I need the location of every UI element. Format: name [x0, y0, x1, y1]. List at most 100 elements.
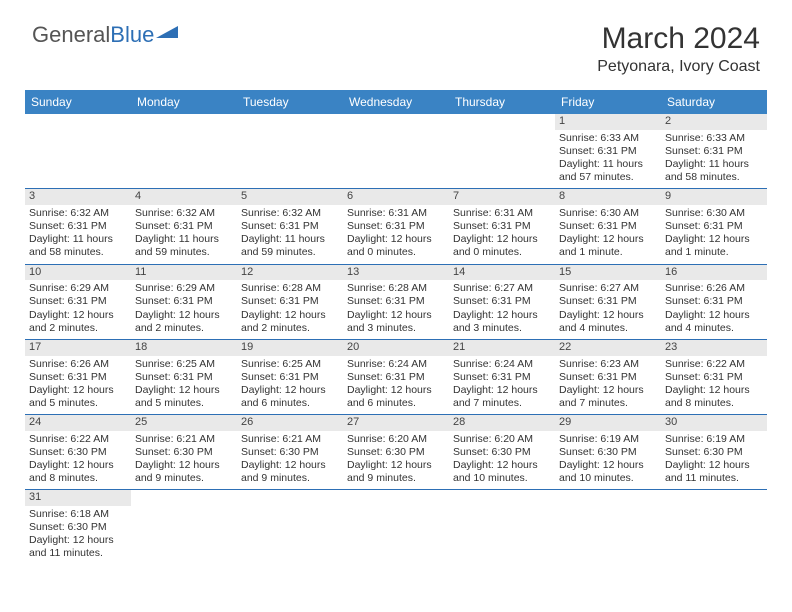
calendar-cell: 3Sunrise: 6:32 AMSunset: 6:31 PMDaylight… [25, 189, 131, 263]
calendar-cell: . [661, 490, 767, 564]
day-number: 10 [25, 265, 131, 281]
day-number: 7 [449, 189, 555, 205]
day-number: 19 [237, 340, 343, 356]
sunset-text: Sunset: 6:31 PM [241, 371, 339, 384]
title-block: March 2024 Petyonara, Ivory Coast [597, 22, 760, 76]
day-number: 21 [449, 340, 555, 356]
cell-body: Sunrise: 6:22 AMSunset: 6:30 PMDaylight:… [25, 431, 131, 490]
cell-body: Sunrise: 6:19 AMSunset: 6:30 PMDaylight:… [555, 431, 661, 490]
calendar-cell: 30Sunrise: 6:19 AMSunset: 6:30 PMDayligh… [661, 415, 767, 489]
day-number: 3 [25, 189, 131, 205]
sunset-text: Sunset: 6:31 PM [665, 371, 763, 384]
sunrise-text: Sunrise: 6:19 AM [559, 433, 657, 446]
sunset-text: Sunset: 6:31 PM [135, 371, 233, 384]
week-row: .....1Sunrise: 6:33 AMSunset: 6:31 PMDay… [25, 114, 767, 189]
cell-body: Sunrise: 6:28 AMSunset: 6:31 PMDaylight:… [343, 280, 449, 339]
cell-body: Sunrise: 6:33 AMSunset: 6:31 PMDaylight:… [555, 130, 661, 189]
calendar-cell: 1Sunrise: 6:33 AMSunset: 6:31 PMDaylight… [555, 114, 661, 188]
day-number: 15 [555, 265, 661, 281]
sunset-text: Sunset: 6:31 PM [559, 145, 657, 158]
sunrise-text: Sunrise: 6:28 AM [347, 282, 445, 295]
day-headers-row: SundayMondayTuesdayWednesdayThursdayFrid… [25, 90, 767, 114]
calendar-cell: 17Sunrise: 6:26 AMSunset: 6:31 PMDayligh… [25, 340, 131, 414]
logo-text-1: General [32, 22, 110, 48]
cell-body: Sunrise: 6:20 AMSunset: 6:30 PMDaylight:… [343, 431, 449, 490]
sunrise-text: Sunrise: 6:24 AM [347, 358, 445, 371]
day-number: 28 [449, 415, 555, 431]
cell-body: Sunrise: 6:21 AMSunset: 6:30 PMDaylight:… [131, 431, 237, 490]
cell-body: Sunrise: 6:27 AMSunset: 6:31 PMDaylight:… [449, 280, 555, 339]
calendar-cell: 27Sunrise: 6:20 AMSunset: 6:30 PMDayligh… [343, 415, 449, 489]
day-number: 11 [131, 265, 237, 281]
day-header: Thursday [449, 90, 555, 114]
day-number: 4 [131, 189, 237, 205]
sunrise-text: Sunrise: 6:27 AM [559, 282, 657, 295]
sunrise-text: Sunrise: 6:26 AM [29, 358, 127, 371]
calendar-cell: 7Sunrise: 6:31 AMSunset: 6:31 PMDaylight… [449, 189, 555, 263]
sunset-text: Sunset: 6:31 PM [559, 295, 657, 308]
day-header: Friday [555, 90, 661, 114]
cell-body: Sunrise: 6:32 AMSunset: 6:31 PMDaylight:… [25, 205, 131, 264]
sunrise-text: Sunrise: 6:22 AM [665, 358, 763, 371]
sunrise-text: Sunrise: 6:29 AM [29, 282, 127, 295]
calendar-cell: 9Sunrise: 6:30 AMSunset: 6:31 PMDaylight… [661, 189, 767, 263]
sunrise-text: Sunrise: 6:21 AM [241, 433, 339, 446]
page-header: GeneralBlue March 2024 Petyonara, Ivory … [0, 0, 792, 86]
daylight-text: Daylight: 12 hours and 9 minutes. [135, 459, 233, 485]
cell-body: Sunrise: 6:31 AMSunset: 6:31 PMDaylight:… [343, 205, 449, 264]
sunset-text: Sunset: 6:31 PM [135, 220, 233, 233]
calendar-cell: 12Sunrise: 6:28 AMSunset: 6:31 PMDayligh… [237, 265, 343, 339]
day-number: 17 [25, 340, 131, 356]
daylight-text: Daylight: 11 hours and 59 minutes. [135, 233, 233, 259]
day-number: 6 [343, 189, 449, 205]
day-number: 5 [237, 189, 343, 205]
sunrise-text: Sunrise: 6:20 AM [347, 433, 445, 446]
cell-body: Sunrise: 6:25 AMSunset: 6:31 PMDaylight:… [131, 356, 237, 415]
sunrise-text: Sunrise: 6:25 AM [135, 358, 233, 371]
sunrise-text: Sunrise: 6:19 AM [665, 433, 763, 446]
cell-body: Sunrise: 6:21 AMSunset: 6:30 PMDaylight:… [237, 431, 343, 490]
calendar-cell: 29Sunrise: 6:19 AMSunset: 6:30 PMDayligh… [555, 415, 661, 489]
cell-body: Sunrise: 6:25 AMSunset: 6:31 PMDaylight:… [237, 356, 343, 415]
day-header: Sunday [25, 90, 131, 114]
sunrise-text: Sunrise: 6:21 AM [135, 433, 233, 446]
daylight-text: Daylight: 11 hours and 59 minutes. [241, 233, 339, 259]
calendar-cell: 14Sunrise: 6:27 AMSunset: 6:31 PMDayligh… [449, 265, 555, 339]
cell-body: Sunrise: 6:28 AMSunset: 6:31 PMDaylight:… [237, 280, 343, 339]
calendar-cell: 8Sunrise: 6:30 AMSunset: 6:31 PMDaylight… [555, 189, 661, 263]
week-row: 17Sunrise: 6:26 AMSunset: 6:31 PMDayligh… [25, 340, 767, 415]
sunset-text: Sunset: 6:30 PM [665, 446, 763, 459]
day-number: 9 [661, 189, 767, 205]
daylight-text: Daylight: 12 hours and 9 minutes. [347, 459, 445, 485]
cell-body: Sunrise: 6:26 AMSunset: 6:31 PMDaylight:… [25, 356, 131, 415]
sunrise-text: Sunrise: 6:33 AM [559, 132, 657, 145]
day-number: 23 [661, 340, 767, 356]
day-number: 16 [661, 265, 767, 281]
calendar-cell: 23Sunrise: 6:22 AMSunset: 6:31 PMDayligh… [661, 340, 767, 414]
daylight-text: Daylight: 12 hours and 0 minutes. [453, 233, 551, 259]
cell-body: Sunrise: 6:30 AMSunset: 6:31 PMDaylight:… [661, 205, 767, 264]
day-header: Monday [131, 90, 237, 114]
day-header: Saturday [661, 90, 767, 114]
sunset-text: Sunset: 6:30 PM [29, 446, 127, 459]
sunset-text: Sunset: 6:30 PM [241, 446, 339, 459]
calendar-cell: 11Sunrise: 6:29 AMSunset: 6:31 PMDayligh… [131, 265, 237, 339]
calendar-cell: 26Sunrise: 6:21 AMSunset: 6:30 PMDayligh… [237, 415, 343, 489]
cell-body: Sunrise: 6:23 AMSunset: 6:31 PMDaylight:… [555, 356, 661, 415]
daylight-text: Daylight: 12 hours and 1 minute. [559, 233, 657, 259]
daylight-text: Daylight: 12 hours and 7 minutes. [453, 384, 551, 410]
page-title: March 2024 [597, 22, 760, 56]
calendar-cell: . [343, 114, 449, 188]
sunrise-text: Sunrise: 6:26 AM [665, 282, 763, 295]
sunrise-text: Sunrise: 6:23 AM [559, 358, 657, 371]
day-number: 25 [131, 415, 237, 431]
day-number: 24 [25, 415, 131, 431]
logo-text-2: Blue [110, 22, 154, 48]
daylight-text: Daylight: 12 hours and 6 minutes. [241, 384, 339, 410]
day-number: 2 [661, 114, 767, 130]
sunset-text: Sunset: 6:31 PM [665, 295, 763, 308]
day-number: 18 [131, 340, 237, 356]
day-number: 20 [343, 340, 449, 356]
calendar-cell: 31Sunrise: 6:18 AMSunset: 6:30 PMDayligh… [25, 490, 131, 564]
sunset-text: Sunset: 6:31 PM [453, 220, 551, 233]
